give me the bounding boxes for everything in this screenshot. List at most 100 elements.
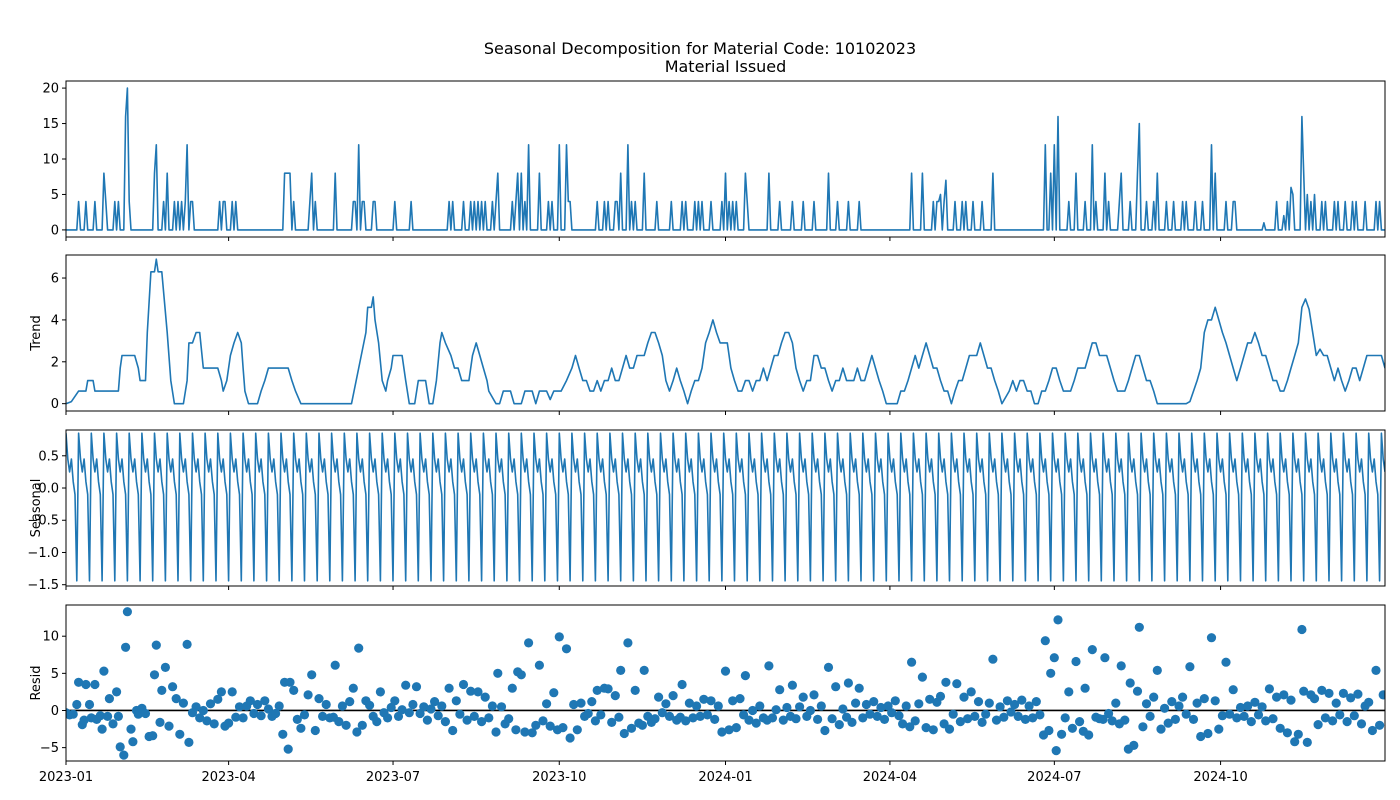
resid-point <box>724 725 734 735</box>
resid-point <box>626 723 637 733</box>
resid-point <box>97 724 107 734</box>
resid-point <box>1028 713 1038 723</box>
resid-point <box>879 714 890 725</box>
resid-point <box>1243 701 1253 711</box>
resid-point <box>157 685 167 696</box>
y-axis-label: Seasonal <box>29 479 44 538</box>
resid-point <box>140 708 151 719</box>
resid-point <box>901 701 911 711</box>
resid-point <box>408 699 418 710</box>
resid-point <box>917 672 928 682</box>
resid-point <box>999 712 1009 722</box>
resid-point <box>925 694 935 704</box>
resid-point <box>1196 731 1206 742</box>
resid-point <box>854 683 864 693</box>
resid-point <box>310 725 320 736</box>
resid-point <box>285 677 295 687</box>
resid-point <box>1346 693 1356 703</box>
resid-point <box>534 660 545 670</box>
resid-point <box>1053 615 1063 625</box>
resid-point <box>484 713 494 723</box>
resid-point <box>303 690 313 700</box>
resid-point <box>1221 657 1231 667</box>
resid-point <box>650 714 660 724</box>
resid-point <box>390 696 400 706</box>
resid-point <box>984 698 994 708</box>
resid-point <box>1378 690 1385 700</box>
resid-point <box>480 692 490 702</box>
resid-point <box>1044 725 1054 736</box>
resid-point <box>448 725 458 736</box>
x-tick-label: 2023-01 <box>39 770 93 785</box>
resid-point <box>256 711 266 721</box>
resid-point <box>988 654 998 664</box>
resid-point <box>1235 702 1246 713</box>
resid-point <box>1080 683 1090 693</box>
resid-point <box>542 699 552 709</box>
resid-point <box>569 699 579 710</box>
resid-point <box>426 704 436 714</box>
resid-point <box>516 670 526 680</box>
resid-point <box>1174 701 1184 711</box>
resid-point <box>681 716 691 726</box>
resid-point <box>816 701 826 711</box>
resid-point <box>720 666 731 676</box>
resid-point <box>935 691 946 702</box>
resid-point <box>872 711 882 722</box>
resid-point <box>1214 724 1224 734</box>
resid-point <box>245 696 255 706</box>
resid-point <box>623 638 633 648</box>
resid-point <box>345 697 355 707</box>
figure-suptitle: Seasonal Decomposition for Material Code… <box>484 39 916 58</box>
resid-point <box>771 705 781 715</box>
resid-point <box>1371 665 1381 676</box>
resid-point <box>466 686 476 696</box>
resid-point <box>1129 740 1139 751</box>
resid-point <box>1024 701 1034 711</box>
resid-point <box>948 709 958 719</box>
resid-point <box>538 716 548 726</box>
resid-point <box>981 709 991 719</box>
resid-point <box>1257 702 1267 712</box>
resid-point <box>616 665 626 676</box>
resid-point <box>744 715 754 725</box>
resid-point <box>657 708 667 718</box>
resid-point <box>527 728 537 738</box>
resid-point <box>843 678 854 688</box>
y-tick-label: −0.5 <box>27 514 59 529</box>
resid-point <box>1167 697 1177 707</box>
resid-point <box>1264 684 1274 694</box>
resid-point <box>607 717 617 728</box>
resid-point <box>1178 692 1188 702</box>
resid-point <box>1338 688 1348 699</box>
resid-point <box>321 699 331 710</box>
resid-point <box>1060 713 1070 723</box>
resid-point <box>1261 716 1271 726</box>
resid-point <box>1356 719 1367 729</box>
resid-point <box>823 662 834 673</box>
resid-point <box>894 711 904 721</box>
resid-point <box>1320 713 1330 723</box>
resid-point <box>113 711 123 722</box>
resid-point <box>115 742 125 752</box>
resid-point <box>587 697 597 707</box>
resid-point <box>1071 656 1081 667</box>
resid-point <box>1141 699 1152 709</box>
resid-point <box>1051 746 1061 756</box>
resid-point <box>1104 708 1114 719</box>
resid-point <box>249 708 259 719</box>
resid-point <box>348 683 358 693</box>
resid-point <box>90 679 100 690</box>
resid-point <box>104 694 114 704</box>
resid-point <box>1145 711 1155 722</box>
resid-point <box>684 698 695 708</box>
y-tick-label: 0.0 <box>38 482 59 497</box>
y-tick-label: 5 <box>51 667 59 682</box>
resid-point <box>717 727 727 737</box>
resid-point <box>1152 665 1162 676</box>
resid-point <box>1100 653 1110 663</box>
resid-point <box>1192 698 1202 708</box>
resid-point <box>296 723 306 733</box>
resid-point <box>422 715 432 725</box>
x-tick-label: 2024-01 <box>698 770 752 785</box>
